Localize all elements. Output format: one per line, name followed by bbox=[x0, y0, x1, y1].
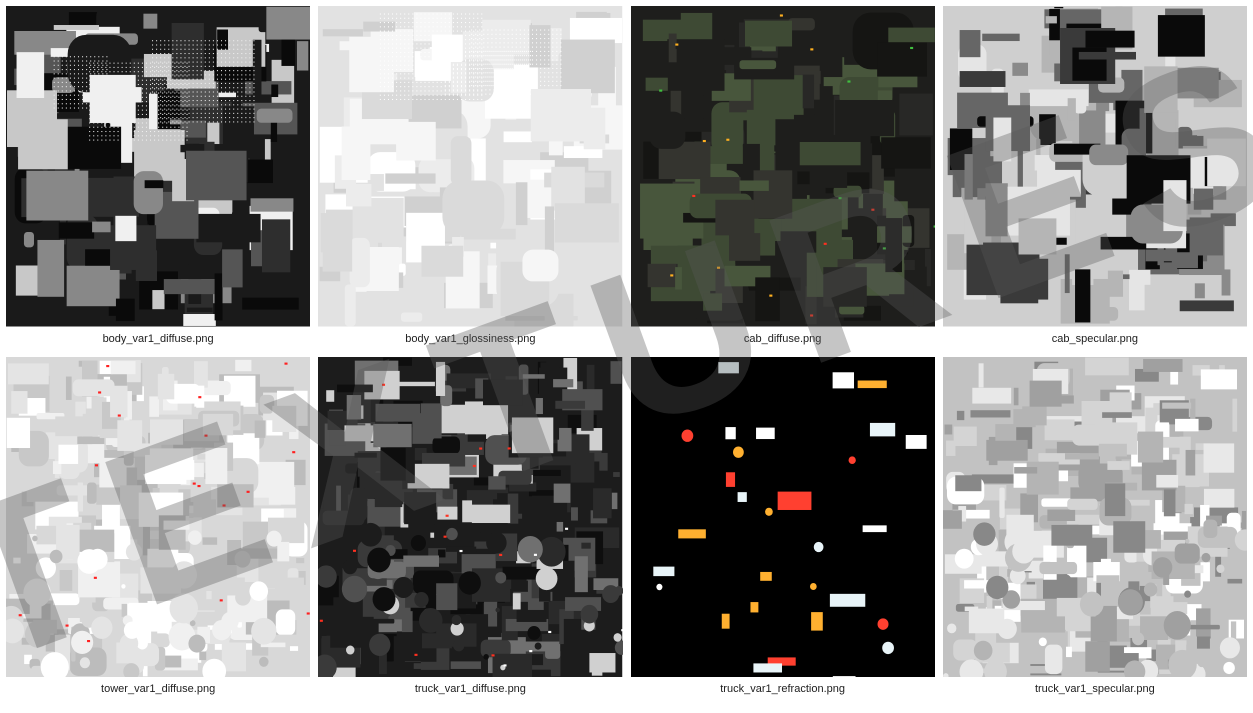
thumbnail-caption: body_var1_diffuse.png bbox=[103, 327, 214, 349]
thumbnail-cell: cab_diffuse.png bbox=[631, 6, 935, 349]
thumbnail-image[interactable] bbox=[6, 6, 310, 327]
thumbnail-cell: body_var1_diffuse.png bbox=[6, 6, 310, 349]
thumbnail-caption: tower_var1_diffuse.png bbox=[101, 677, 215, 699]
thumbnail-image[interactable] bbox=[631, 357, 935, 678]
thumbnail-cell: cab_specular.png bbox=[943, 6, 1247, 349]
thumbnail-cell: tower_var1_diffuse.png bbox=[6, 357, 310, 700]
thumbnail-caption: truck_var1_specular.png bbox=[1035, 677, 1155, 699]
thumbnail-image[interactable] bbox=[318, 357, 622, 678]
thumbnail-caption: truck_var1_refraction.png bbox=[720, 677, 845, 699]
thumbnail-cell: truck_var1_refraction.png bbox=[631, 357, 935, 700]
texture-grid: body_var1_diffuse.png body_var1_glossine… bbox=[0, 0, 1253, 705]
thumbnail-caption: cab_diffuse.png bbox=[744, 327, 821, 349]
thumbnail-caption: cab_specular.png bbox=[1052, 327, 1138, 349]
thumbnail-cell: truck_var1_diffuse.png bbox=[318, 357, 622, 700]
thumbnail-caption: truck_var1_diffuse.png bbox=[415, 677, 526, 699]
thumbnail-caption: body_var1_glossiness.png bbox=[405, 327, 535, 349]
thumbnail-cell: body_var1_glossiness.png bbox=[318, 6, 622, 349]
thumbnail-image[interactable] bbox=[6, 357, 310, 678]
thumbnail-image[interactable] bbox=[631, 6, 935, 327]
thumbnail-image[interactable] bbox=[943, 357, 1247, 678]
thumbnail-cell: truck_var1_specular.png bbox=[943, 357, 1247, 700]
thumbnail-image[interactable] bbox=[318, 6, 622, 327]
thumbnail-image[interactable] bbox=[943, 6, 1247, 327]
